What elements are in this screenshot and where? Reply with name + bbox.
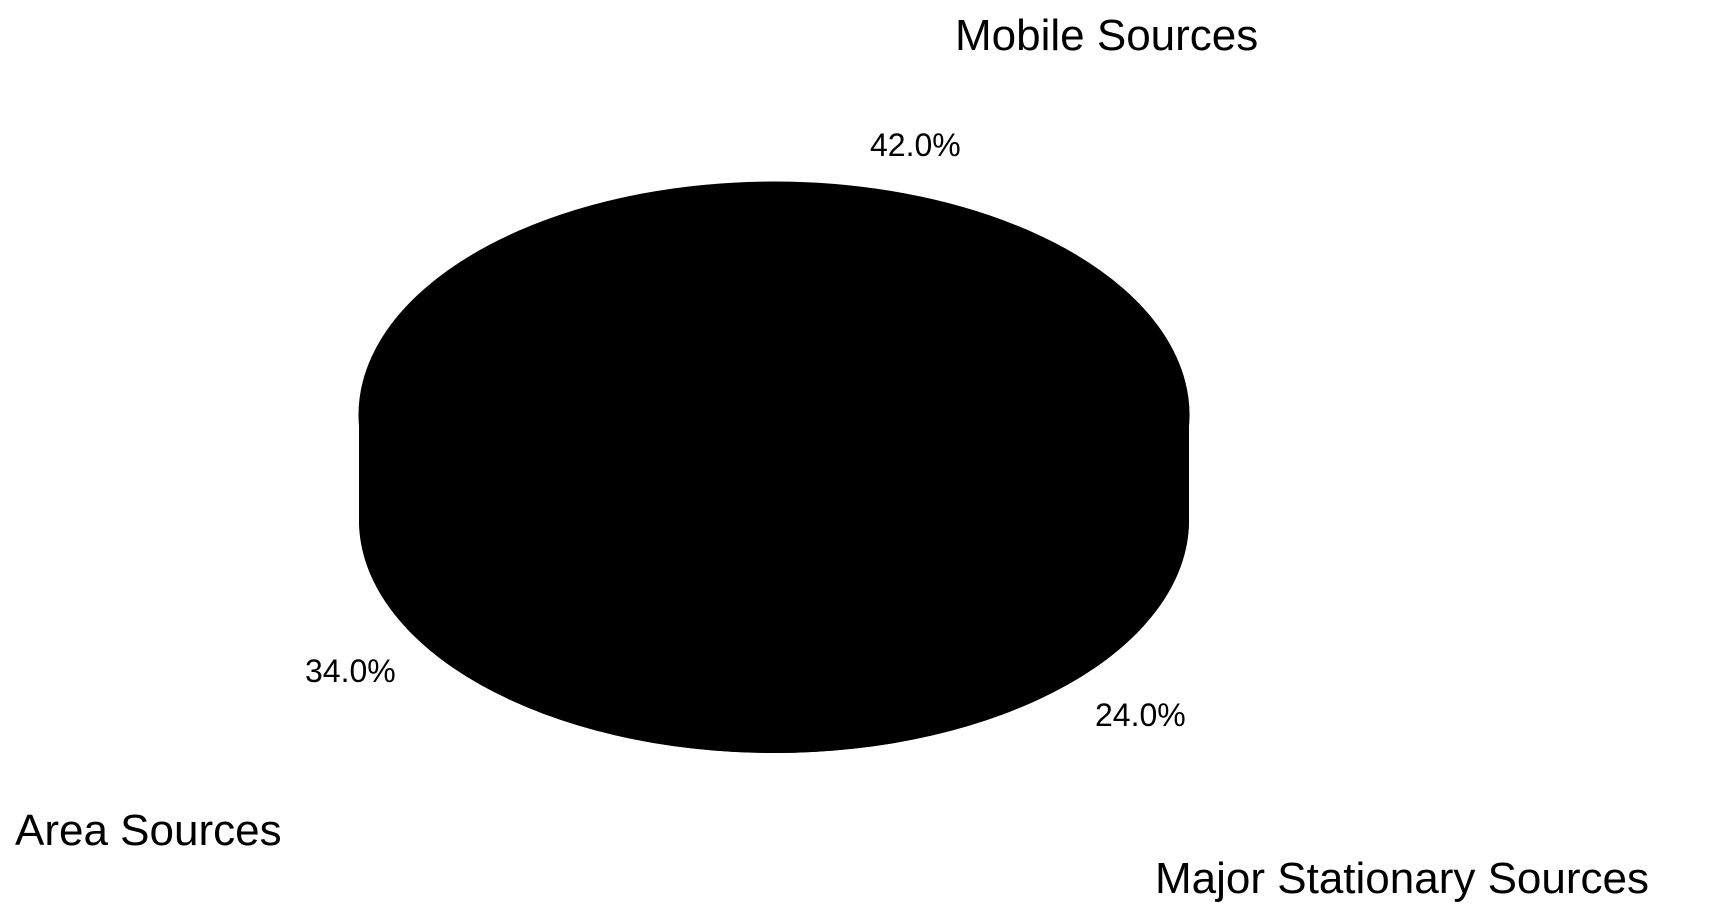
slice-category-label-area: Area Sources <box>15 806 282 855</box>
slice-value-label-major-stationary: 24.0% <box>1095 697 1186 733</box>
pie-slice-mobile-sources <box>371 181 1177 416</box>
slice-value-label-mobile: 42.0% <box>870 127 961 163</box>
slice-category-label-major-stationary: Major Stationary Sources <box>1155 854 1649 903</box>
slice-category-label-mobile: Mobile Sources <box>955 11 1258 60</box>
pie-slice-area-sources <box>358 356 904 649</box>
pie-slices <box>358 181 1190 649</box>
pie-body <box>358 181 1190 753</box>
slice-value-label-area: 34.0% <box>305 653 396 689</box>
pie-slice-major-stationary-sources <box>773 356 1190 638</box>
